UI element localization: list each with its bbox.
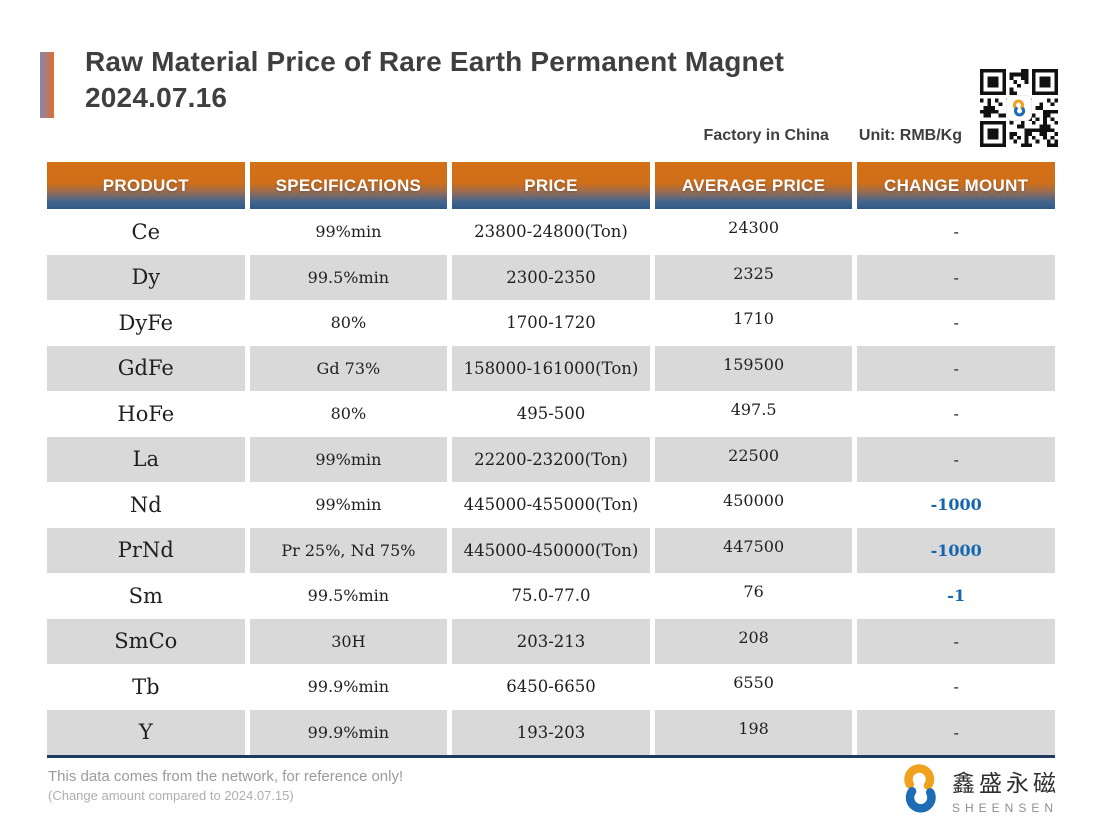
- cell-price: 22200-23200(Ton): [452, 436, 650, 482]
- qr-code-pattern: [980, 69, 1058, 147]
- cell-product: DyFe: [47, 300, 245, 346]
- cell-change-mount: -1000: [857, 527, 1055, 573]
- cell-specifications: 80%: [249, 391, 448, 437]
- table-row: Tb 99.9%min 6450-6650 6550 -: [47, 664, 1055, 710]
- brand-name-en: SHEENSEN: [952, 800, 1059, 815]
- price-table: PRODUCT SPECIFICATIONS PRICE AVERAGE PRI…: [47, 162, 1055, 758]
- table-row: Dy 99.5%min 2300-2350 2325 -: [47, 254, 1055, 300]
- table-row: HoFe 80% 495-500 497.5 -: [47, 391, 1055, 437]
- cell-change-mount: -: [857, 664, 1055, 710]
- cell-product: Nd: [47, 482, 245, 528]
- cell-change-mount: -: [857, 391, 1055, 437]
- cell-product: Dy: [47, 254, 245, 300]
- cell-change-mount: -: [857, 345, 1055, 391]
- cell-price: 75.0-77.0: [452, 573, 650, 619]
- cell-price: 1700-1720: [452, 300, 650, 346]
- table-row: SmCo 30H 203-213 208 -: [47, 618, 1055, 664]
- table-row: Sm 99.5%min 75.0-77.0 76 -1: [47, 573, 1055, 619]
- brand-text: 鑫盛永磁 SHEENSEN: [952, 764, 1060, 815]
- cell-change-mount: -: [857, 709, 1055, 755]
- column-header-change-mount: CHANGE MOUNT: [857, 162, 1055, 209]
- cell-price: 445000-450000(Ton): [452, 527, 650, 573]
- cell-product: La: [47, 436, 245, 482]
- meta-factory: Factory in China: [703, 127, 829, 144]
- table-row: GdFe Gd 73% 158000-161000(Ton) 159500 -: [47, 345, 1055, 391]
- qr-center-logo: [1007, 96, 1031, 120]
- cell-specifications: 99%min: [249, 436, 448, 482]
- cell-specifications: 99%min: [249, 209, 448, 255]
- cell-product: Y: [47, 709, 245, 755]
- page-title-line2: 2024.07.16: [85, 82, 228, 113]
- cell-specifications: 99.9%min: [249, 709, 448, 755]
- cell-price: 203-213: [452, 618, 650, 664]
- brand-name-cn: 鑫盛永磁: [952, 769, 1060, 796]
- cell-product: PrNd: [47, 527, 245, 573]
- cell-price: 193-203: [452, 709, 650, 755]
- cell-price: 158000-161000(Ton): [452, 345, 650, 391]
- table-row: DyFe 80% 1700-1720 1710 -: [47, 300, 1055, 346]
- cell-average-price: 6550: [654, 664, 853, 710]
- table-row: Nd 99%min 445000-455000(Ton) 450000 -100…: [47, 482, 1055, 528]
- table-row: La 99%min 22200-23200(Ton) 22500 -: [47, 436, 1055, 482]
- column-header-product: PRODUCT: [47, 162, 245, 209]
- page-title: Raw Material Price of Rare Earth Permane…: [85, 44, 945, 116]
- cell-change-mount: -: [857, 618, 1055, 664]
- cell-change-mount: -1: [857, 573, 1055, 619]
- cell-average-price: 76: [654, 573, 853, 619]
- cell-specifications: 99.5%min: [249, 573, 448, 619]
- cell-change-mount: -: [857, 436, 1055, 482]
- cell-product: Tb: [47, 664, 245, 710]
- page-title-line1: Raw Material Price of Rare Earth Permane…: [85, 46, 785, 77]
- cell-change-mount: -1000: [857, 482, 1055, 528]
- cell-average-price: 159500: [654, 345, 853, 391]
- cell-change-mount: -: [857, 300, 1055, 346]
- cell-price: 23800-24800(Ton): [452, 209, 650, 255]
- cell-product: Sm: [47, 573, 245, 619]
- title-accent-bar: [40, 52, 54, 118]
- cell-average-price: 208: [654, 618, 853, 664]
- cell-price: 2300-2350: [452, 254, 650, 300]
- cell-product: SmCo: [47, 618, 245, 664]
- cell-specifications: 99%min: [249, 482, 448, 528]
- cell-specifications: 99.5%min: [249, 254, 448, 300]
- cell-average-price: 198: [654, 709, 853, 755]
- s-logo-icon: [1012, 99, 1026, 117]
- table-header-row: PRODUCT SPECIFICATIONS PRICE AVERAGE PRI…: [47, 162, 1055, 209]
- column-header-specifications: SPECIFICATIONS: [249, 162, 448, 209]
- meta-line: Factory in China Unit: RMB/Kg: [704, 127, 962, 145]
- cell-change-mount: -: [857, 254, 1055, 300]
- cell-price: 495-500: [452, 391, 650, 437]
- table-row: Y 99.9%min 193-203 198 -: [47, 709, 1055, 755]
- s-logo-icon: [904, 764, 936, 813]
- cell-average-price: 22500: [654, 436, 853, 482]
- qr-code: [980, 68, 1058, 148]
- cell-product: Ce: [47, 209, 245, 255]
- footer-note: This data comes from the network, for re…: [48, 768, 404, 785]
- cell-average-price: 450000: [654, 482, 853, 528]
- footer-note-compare: (Change amount compared to 2024.07.15): [48, 788, 294, 803]
- cell-price: 445000-455000(Ton): [452, 482, 650, 528]
- cell-average-price: 447500: [654, 527, 853, 573]
- cell-specifications: Gd 73%: [249, 345, 448, 391]
- cell-average-price: 24300: [654, 209, 853, 255]
- table-row: PrNd Pr 25%, Nd 75% 445000-450000(Ton) 4…: [47, 527, 1055, 573]
- cell-product: HoFe: [47, 391, 245, 437]
- cell-average-price: 1710: [654, 300, 853, 346]
- column-header-price: PRICE: [452, 162, 650, 209]
- column-header-average-price: AVERAGE PRICE: [654, 162, 853, 209]
- cell-specifications: Pr 25%, Nd 75%: [249, 527, 448, 573]
- table-row: Ce 99%min 23800-24800(Ton) 24300 -: [47, 209, 1055, 255]
- cell-price: 6450-6650: [452, 664, 650, 710]
- cell-product: GdFe: [47, 345, 245, 391]
- cell-specifications: 99.9%min: [249, 664, 448, 710]
- cell-specifications: 80%: [249, 300, 448, 346]
- table-body: Ce 99%min 23800-24800(Ton) 24300 - Dy 99…: [47, 209, 1055, 755]
- cell-average-price: 497.5: [654, 391, 853, 437]
- brand-logo: 鑫盛永磁 SHEENSEN: [897, 763, 1060, 815]
- cell-change-mount: -: [857, 209, 1055, 255]
- cell-average-price: 2325: [654, 254, 853, 300]
- meta-unit: Unit: RMB/Kg: [858, 127, 962, 144]
- cell-specifications: 30H: [249, 618, 448, 664]
